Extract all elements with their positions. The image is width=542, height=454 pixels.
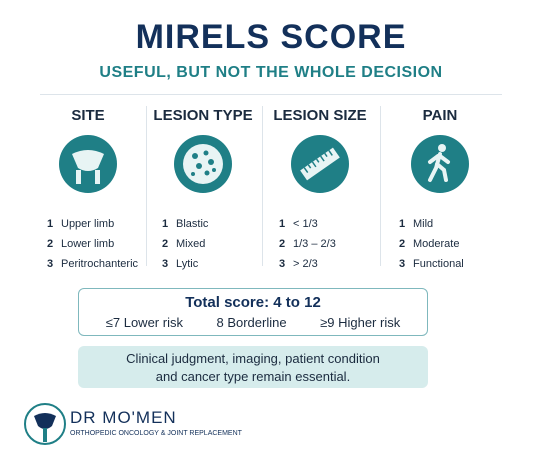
column-icon [411, 135, 469, 193]
item-label: Upper limb [61, 218, 115, 230]
item-score: 3 [47, 258, 54, 270]
column: LESION TYPE 1 Blastic 2 Mixed 3 Lytic [144, 102, 262, 274]
column: LESION SIZE 1 < 1/3 2 1/3 – 2/3 3 > 2/3 [261, 102, 379, 274]
items: 1 Blastic 2 Mixed 3 Lytic [144, 214, 262, 274]
item-score: 2 [279, 238, 286, 250]
column-title: LESION TYPE [153, 107, 253, 124]
item: 1 Blastic [162, 214, 262, 234]
item-score: 1 [399, 218, 406, 230]
note-line: and cancer type remain essential. [155, 369, 351, 384]
item-score: 3 [279, 258, 286, 270]
column-icon [291, 135, 349, 193]
subtitle: USEFUL, BUT NOT THE WHOLE DECISION [99, 64, 443, 81]
items: 1 Upper limb 2 Lower limb 3 Peritrochanteric [29, 214, 147, 274]
note-box: Clinical judgment, imaging, patient cond… [78, 346, 428, 388]
item-score: 1 [162, 218, 169, 230]
item: 1 < 1/3 [279, 214, 379, 234]
item: 1 Mild [399, 214, 499, 234]
item-label: Moderate [413, 238, 460, 250]
column-title: PAIN [422, 107, 458, 124]
item: 3 > 2/3 [279, 254, 379, 274]
item-label: Lytic [176, 258, 199, 270]
item-score: 1 [279, 218, 286, 230]
column: SITE 1 Upper limb 2 Lower limb 3 Peritrochante… [29, 102, 147, 274]
item-score: 2 [399, 238, 406, 250]
brand-logo [24, 403, 66, 445]
item-score: 3 [162, 258, 169, 270]
risk-range: ≤7 Lower risk [105, 315, 183, 330]
column-icon [174, 135, 232, 193]
item: 1 Upper limb [47, 214, 147, 234]
item-label: Blastic [176, 218, 209, 230]
item-label: < 1/3 [293, 218, 318, 230]
item-score: 2 [162, 238, 169, 250]
divider [40, 94, 502, 95]
item-score: 1 [47, 218, 54, 230]
items: 1 Mild 2 Moderate 3 Functional [381, 214, 499, 274]
ranges: ≤7 Lower risk 8 Borderline ≥9 Higher risk [79, 315, 427, 330]
column-separator [145, 106, 147, 266]
item-label: Lower limb [61, 238, 115, 250]
column-separator [380, 106, 381, 266]
column-title: SITE [71, 107, 105, 124]
column-title: LESION SIZE [273, 107, 367, 124]
item: 3 Peritrochanteric [47, 254, 147, 274]
item-score: 2 [47, 238, 54, 250]
brand-name: DR MO'MEN [70, 408, 177, 427]
brand-tagline: ORTHOPEDIC ONCOLOGY & JOINT REPLACEMENT [70, 430, 242, 437]
title: MIRELS SCORE [135, 18, 407, 56]
item: 2 Lower limb [47, 234, 147, 254]
item-label: Peritrochanteric [61, 258, 139, 270]
item-score: 3 [399, 258, 406, 270]
items: 1 < 1/3 2 1/3 – 2/3 3 > 2/3 [261, 214, 379, 274]
item: 3 Lytic [162, 254, 262, 274]
column-icon [59, 135, 117, 193]
item-label: > 2/3 [293, 258, 318, 270]
item-label: Mild [413, 218, 434, 230]
column-separator [261, 106, 263, 266]
total-box: Total score: 4 to 12 ≤7 Lower risk 8 Bord… [78, 288, 428, 336]
item: 2 Mixed [162, 234, 262, 254]
item: 2 1/3 – 2/3 [279, 234, 379, 254]
item: 2 Moderate [399, 234, 499, 254]
item: 3 Functional [399, 254, 499, 274]
risk-range: 8 Borderline [216, 315, 287, 330]
item-label: Functional [413, 258, 464, 270]
risk-range: ≥9 Higher risk [320, 315, 401, 330]
item-label: 1/3 – 2/3 [293, 238, 336, 250]
note-line: Clinical judgment, imaging, patient cond… [126, 351, 380, 366]
item-label: Mixed [176, 238, 206, 250]
total-title: Total score: 4 to 12 [185, 294, 321, 311]
column: PAIN 1 Mild 2 Moderate 3 Functional [381, 102, 499, 274]
